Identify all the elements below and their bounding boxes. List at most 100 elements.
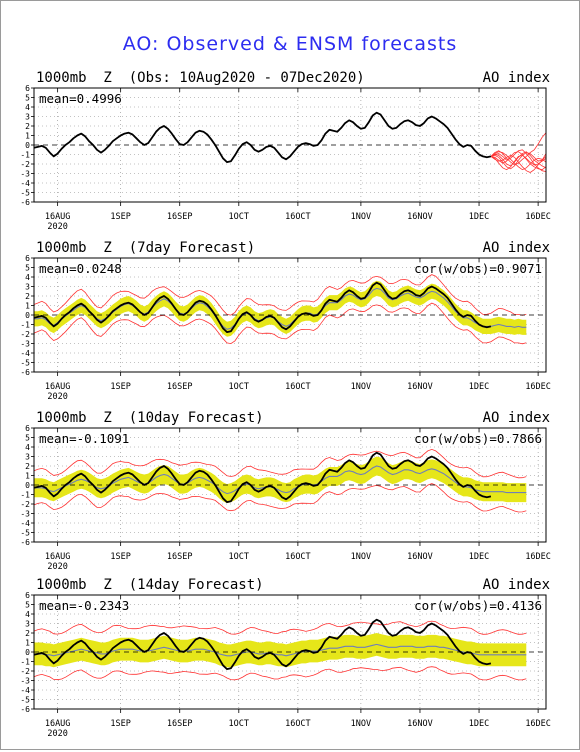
ensemble-mean-line (34, 465, 527, 495)
x-tick-label: 1NOV (351, 552, 371, 562)
index-label: AO index (482, 410, 550, 426)
panel-title: 1000mb Z (10day Forecast) (36, 410, 264, 426)
observed-line (33, 281, 492, 333)
x-tick-label: 16SEP (167, 212, 193, 222)
y-tick-label: -1 (20, 321, 30, 330)
y-tick-label: -6 (20, 198, 30, 207)
x-tick-label: 1SEP (110, 552, 130, 562)
y-tick-label: -5 (20, 189, 30, 198)
y-tick-label: 4 (25, 610, 30, 619)
y-tick-label: -5 (20, 696, 30, 705)
x-tick-sublabel: 2020 (47, 392, 67, 402)
y-tick-label: -3 (20, 170, 30, 179)
y-tick-label: 2 (25, 629, 30, 638)
y-tick-label: 2 (25, 122, 30, 131)
y-tick-label: 6 (25, 424, 30, 433)
x-tick-label: 16DEC (525, 382, 551, 392)
envelope-upper (33, 274, 527, 316)
x-tick-label: 16DEC (525, 719, 551, 729)
panel-title: 1000mb Z (7day Forecast) (36, 240, 256, 256)
x-tick-label: 1NOV (351, 719, 371, 729)
y-tick-label: 4 (25, 443, 30, 452)
y-tick-label: 4 (25, 103, 30, 112)
envelope-upper (33, 620, 527, 635)
envelope-lower (33, 666, 527, 681)
index-label: AO index (482, 240, 550, 256)
y-tick-label: -3 (20, 510, 30, 519)
y-tick-label: 6 (25, 84, 30, 93)
index-label: AO index (482, 577, 550, 593)
y-tick-label: -5 (20, 359, 30, 368)
x-tick-label: 1OCT (229, 552, 249, 562)
x-tick-label: 1SEP (110, 212, 130, 222)
x-tick-label: 16OCT (285, 212, 311, 222)
x-tick-label: 16SEP (167, 382, 193, 392)
y-tick-label: 2 (25, 292, 30, 301)
y-tick-label: -2 (20, 500, 30, 509)
x-tick-label: 1DEC (469, 212, 489, 222)
y-tick-label: -1 (20, 151, 30, 160)
spread-band (34, 280, 527, 337)
y-tick-label: 3 (25, 453, 30, 462)
y-tick-label: 0 (25, 481, 30, 490)
x-tick-label: 16AUG (45, 719, 71, 729)
ensemble-member-line (490, 152, 547, 170)
mean-label: mean=-0.2343 (39, 598, 129, 613)
y-tick-label: 6 (25, 591, 30, 600)
panel-title: 1000mb Z (Obs: 10Aug2020 - 07Dec2020) (36, 70, 365, 86)
y-tick-label: -4 (20, 686, 30, 695)
x-tick-label: 16DEC (525, 552, 551, 562)
y-tick-label: 5 (25, 264, 30, 273)
y-tick-label: 0 (25, 311, 30, 320)
panel-observed: 6 5 4 3 2 1 0 -1 -2 -3 -4 -5 -6 16AUG 2020 1SEP 16SEP 1OC… (0, 70, 580, 245)
x-tick-label: 16NOV (407, 719, 433, 729)
x-tick-sublabel: 2020 (47, 222, 67, 232)
y-tick-label: 4 (25, 273, 30, 282)
x-tick-label: 1DEC (469, 382, 489, 392)
ensemble-member-line (490, 151, 547, 169)
x-tick-label: 16DEC (525, 212, 551, 222)
x-tick-label: 16AUG (45, 212, 71, 222)
y-tick-label: -1 (20, 491, 30, 500)
y-tick-label: 0 (25, 648, 30, 657)
y-tick-label: -6 (20, 368, 30, 377)
x-tick-label: 16AUG (45, 382, 71, 392)
x-tick-label: 16OCT (285, 552, 311, 562)
panel-title: 1000mb Z (14day Forecast) (36, 577, 264, 593)
panel-14day-forecast: 6 5 4 3 2 1 0 -1 -2 -3 -4 -5 -6 16AUG 2020 1SEP 16SEP 1OC… (0, 577, 580, 752)
spread-band (34, 633, 527, 668)
correlation-label: cor(w/obs)=0.4136 (414, 598, 542, 613)
x-tick-label: 16SEP (167, 552, 193, 562)
y-tick-label: -2 (20, 330, 30, 339)
y-tick-label: -4 (20, 519, 30, 528)
x-tick-sublabel: 2020 (47, 562, 67, 572)
y-tick-label: 5 (25, 434, 30, 443)
y-tick-label: 2 (25, 462, 30, 471)
y-tick-label: 1 (25, 302, 30, 311)
x-tick-label: 16NOV (407, 382, 433, 392)
ensemble-member-line (490, 153, 547, 173)
x-tick-label: 1OCT (229, 212, 249, 222)
y-tick-label: 1 (25, 132, 30, 141)
x-tick-label: 1SEP (110, 719, 130, 729)
x-tick-label: 16NOV (407, 212, 433, 222)
spread-band (34, 456, 527, 504)
y-tick-label: -1 (20, 658, 30, 667)
y-tick-label: -2 (20, 160, 30, 169)
envelope-lower (33, 302, 527, 345)
y-tick-label: 3 (25, 113, 30, 122)
y-tick-label: 3 (25, 620, 30, 629)
x-tick-label: 16AUG (45, 552, 71, 562)
x-tick-sublabel: 2020 (47, 729, 67, 739)
correlation-label: cor(w/obs)=0.9071 (414, 261, 542, 276)
y-tick-label: -6 (20, 538, 30, 547)
y-tick-label: 5 (25, 601, 30, 610)
y-tick-label: -4 (20, 179, 30, 188)
y-tick-label: -3 (20, 677, 30, 686)
panel-7day-forecast: 6 5 4 3 2 1 0 -1 -2 -3 -4 -5 -6 16AUG 2020 1SEP 16SEP 1OC… (0, 240, 580, 415)
y-tick-label: -2 (20, 667, 30, 676)
x-tick-label: 1NOV (351, 212, 371, 222)
mean-label: mean=0.0248 (39, 261, 122, 276)
